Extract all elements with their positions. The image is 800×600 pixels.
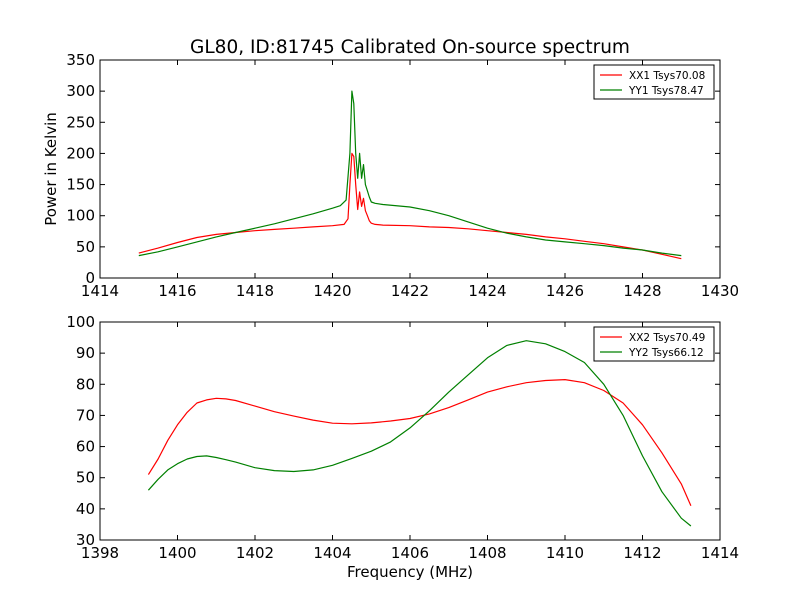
y-tick-label: 50 <box>76 469 95 487</box>
legend-box <box>593 326 715 362</box>
x-tick-label: 1422 <box>391 282 429 300</box>
legend-entry: XX2 Tsys70.49 <box>629 332 705 344</box>
y-tick-label: 0 <box>85 269 95 287</box>
y-tick-label: 300 <box>66 82 95 100</box>
x-axis-label: Frequency (MHz) <box>347 563 473 581</box>
series-line-xx <box>147 379 692 506</box>
x-tick-label: 1402 <box>236 544 274 562</box>
x-tick-label: 1408 <box>468 544 506 562</box>
x-tick-label: 1428 <box>623 282 661 300</box>
y-tick-label: 90 <box>76 344 95 362</box>
x-tick-label: 1414 <box>81 282 119 300</box>
y-tick-label: 30 <box>76 531 95 549</box>
y-tick-label: 100 <box>66 313 95 331</box>
bottom-panel: 1398 1400 1402 1404 1406 1408 1410 1412 1414 30 40… <box>66 313 739 581</box>
legend: XX2 Tsys70.49 YY2 Tsys66.12 <box>593 326 715 362</box>
x-tick-label: 1420 <box>313 282 351 300</box>
legend-box <box>593 64 715 100</box>
x-tick-label: 1424 <box>468 282 506 300</box>
y-tick-label: 60 <box>76 438 95 456</box>
legend-entry: YY2 Tsys66.12 <box>628 347 704 359</box>
chart-title: GL80, ID:81745 Calibrated On-source spec… <box>190 37 630 58</box>
x-tick-label: 1430 <box>701 282 739 300</box>
y-tick-label: 70 <box>76 406 95 424</box>
series-line-xx <box>138 152 682 260</box>
x-tick-label: 1412 <box>623 544 661 562</box>
series-line-yy <box>147 340 692 527</box>
y-tick-label: 200 <box>66 144 95 162</box>
x-tick-label: 1416 <box>158 282 196 300</box>
y-tick-label: 40 <box>76 500 95 518</box>
x-tick-label: 1414 <box>701 544 739 562</box>
y-tick-label: 80 <box>76 375 95 393</box>
top-panel: 1414 1416 1418 1420 1422 1424 1426 1428 1430 0 50 1… <box>42 51 739 300</box>
x-tick-label: 1398 <box>81 544 119 562</box>
legend-entry: XX1 Tsys70.08 <box>629 70 705 82</box>
y-tick-label: 250 <box>66 113 95 131</box>
x-tick-label: 1426 <box>546 282 584 300</box>
y-tick-label: 100 <box>66 207 95 225</box>
y-tick-label: 50 <box>76 238 95 256</box>
y-axis-label: Power in Kelvin <box>42 112 60 226</box>
y-tick-label: 350 <box>66 51 95 69</box>
x-tick-label: 1406 <box>391 544 429 562</box>
x-tick-label: 1404 <box>313 544 351 562</box>
legend: XX1 Tsys70.08 YY1 Tsys78.47 <box>593 64 715 100</box>
legend-entry: YY1 Tsys78.47 <box>628 85 704 97</box>
x-tick-label: 1400 <box>158 544 196 562</box>
x-tick-label: 1418 <box>236 282 274 300</box>
series-line-yy <box>138 90 682 257</box>
y-tick-label: 150 <box>66 176 95 194</box>
x-tick-label: 1410 <box>546 544 584 562</box>
